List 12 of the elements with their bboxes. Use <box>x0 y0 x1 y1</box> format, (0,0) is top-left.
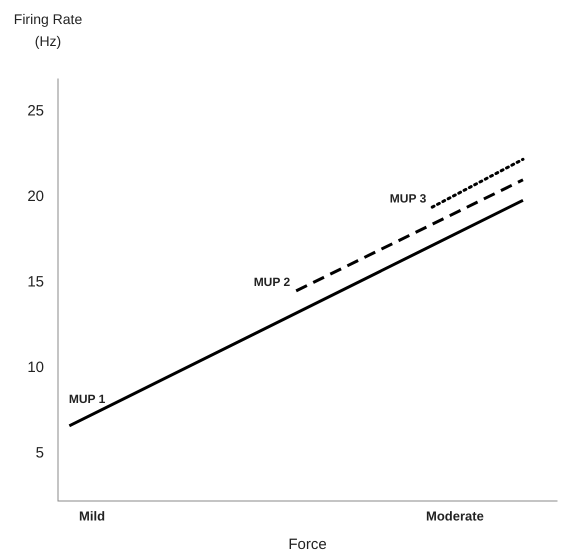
series-label: MUP 1 <box>68 392 106 406</box>
x-tick-label: Moderate <box>426 508 484 524</box>
series-label: MUP 2 <box>254 275 290 290</box>
x-axis-title: Force <box>288 536 327 554</box>
y-tick-label: 10 <box>27 358 44 376</box>
x-tick-label: Mild <box>79 508 106 524</box>
y-tick-label: 25 <box>27 102 44 120</box>
y-tick-label: 5 <box>36 444 44 462</box>
y-tick-label: 15 <box>27 273 44 290</box>
y-axis-title: Firing Rate (Hz) <box>12 10 84 51</box>
series-label: MUP 3 <box>390 191 427 206</box>
y-tick-label: 20 <box>27 188 44 206</box>
